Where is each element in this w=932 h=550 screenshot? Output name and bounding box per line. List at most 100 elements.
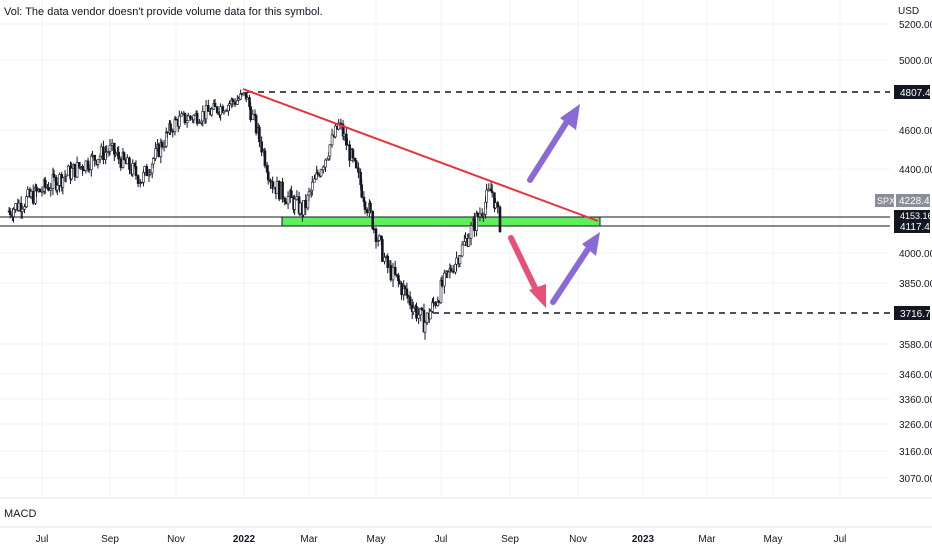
candle xyxy=(316,169,320,178)
y-tick-label: 4600.00 xyxy=(899,126,932,137)
candle xyxy=(319,168,323,178)
candle xyxy=(398,278,401,285)
candle xyxy=(93,154,96,167)
last-price-tag: SPX 4228.49 xyxy=(875,194,932,207)
y-tick-label: 3260.00 xyxy=(899,420,932,431)
x-tick-label: May xyxy=(764,534,783,545)
candle xyxy=(330,128,334,148)
bull-arrow-lower[interactable] xyxy=(550,232,600,305)
price-label-4807: 4807.48 xyxy=(894,85,932,99)
y-tick-label: 3580.00 xyxy=(899,340,932,351)
candle xyxy=(290,185,293,199)
x-tick-label: Jul xyxy=(834,534,847,545)
support-zone[interactable] xyxy=(281,216,601,227)
price-label-text: 4117.44 xyxy=(900,222,932,233)
candle xyxy=(496,200,500,214)
candle xyxy=(157,143,160,158)
y-tick-label: 3850.00 xyxy=(899,279,932,290)
candle xyxy=(117,146,120,164)
candle xyxy=(324,159,327,172)
macd-indicator-label[interactable]: MACD xyxy=(4,508,37,520)
candle xyxy=(145,163,149,177)
candle xyxy=(425,312,429,325)
candle xyxy=(242,92,246,97)
candle xyxy=(429,309,432,320)
candle xyxy=(393,260,397,276)
candle xyxy=(183,112,187,125)
candle xyxy=(186,112,190,122)
x-tick-label: May xyxy=(367,534,386,545)
candle xyxy=(204,100,208,124)
y-tick-label: 5000.00 xyxy=(899,56,932,67)
candle xyxy=(160,139,164,150)
bull-arrow-upper[interactable] xyxy=(527,104,580,183)
candle xyxy=(403,284,407,296)
candle xyxy=(313,174,316,183)
candle xyxy=(354,159,358,169)
candle xyxy=(310,176,314,196)
price-axis[interactable]: USD 5200.00 5000.00 4600.00 4400.00 4000.00 3… xyxy=(898,6,932,485)
candle xyxy=(325,158,328,162)
candle xyxy=(304,194,307,216)
candle xyxy=(237,96,240,102)
candle xyxy=(408,291,412,310)
time-axis[interactable]: Jul Sep Nov 2022 Mar May Jul Sep Nov 2023 Mar May Ju… xyxy=(36,534,847,545)
candle xyxy=(485,183,488,209)
candle xyxy=(31,184,35,206)
candle xyxy=(207,99,210,112)
x-tick-label: 2023 xyxy=(632,534,655,545)
descending-trendline[interactable] xyxy=(242,88,599,222)
price-label-3716: 3716.73 xyxy=(894,306,932,320)
candle xyxy=(70,162,73,181)
candle xyxy=(266,164,270,185)
candle xyxy=(49,183,53,197)
candle xyxy=(249,101,252,123)
candle xyxy=(219,103,222,121)
candle xyxy=(52,169,56,182)
candle xyxy=(481,212,485,223)
candle xyxy=(151,156,155,169)
candle xyxy=(148,169,152,177)
candle xyxy=(432,296,435,308)
candle xyxy=(302,200,305,218)
candle xyxy=(286,191,290,209)
candle xyxy=(154,142,157,162)
candle xyxy=(328,144,332,161)
candle xyxy=(73,164,77,181)
candle xyxy=(240,93,244,97)
candle xyxy=(386,253,390,274)
candle xyxy=(198,119,201,125)
candle xyxy=(108,138,112,156)
candle xyxy=(26,186,30,199)
candle xyxy=(307,187,311,202)
candle xyxy=(8,207,12,219)
candle xyxy=(251,109,255,121)
candle xyxy=(114,149,117,158)
x-tick-label: Sep xyxy=(501,534,519,545)
candle xyxy=(122,151,126,162)
y-tick-label: 5200.00 xyxy=(899,20,932,31)
candle xyxy=(213,98,217,107)
price-label-text: 3716.73 xyxy=(900,309,932,320)
y-tick-label: 3070.00 xyxy=(899,474,932,485)
candle xyxy=(434,300,437,309)
volume-notice: Vol: The data vendor doesn't provide vol… xyxy=(4,6,323,18)
candle xyxy=(228,100,231,111)
candle xyxy=(365,207,369,216)
candle xyxy=(180,111,183,117)
candle xyxy=(195,110,199,127)
candle xyxy=(451,264,455,274)
x-tick-label: 2022 xyxy=(233,534,256,545)
candle xyxy=(222,110,226,115)
candle xyxy=(415,302,418,322)
candle xyxy=(339,118,343,130)
candle xyxy=(210,106,213,117)
candle xyxy=(351,147,355,163)
last-price-label: 4228.49 xyxy=(899,196,932,207)
bear-arrow[interactable] xyxy=(508,235,546,308)
candle xyxy=(394,273,398,278)
candle xyxy=(126,154,129,165)
candle xyxy=(348,140,351,168)
x-tick-label: Mar xyxy=(698,534,716,545)
